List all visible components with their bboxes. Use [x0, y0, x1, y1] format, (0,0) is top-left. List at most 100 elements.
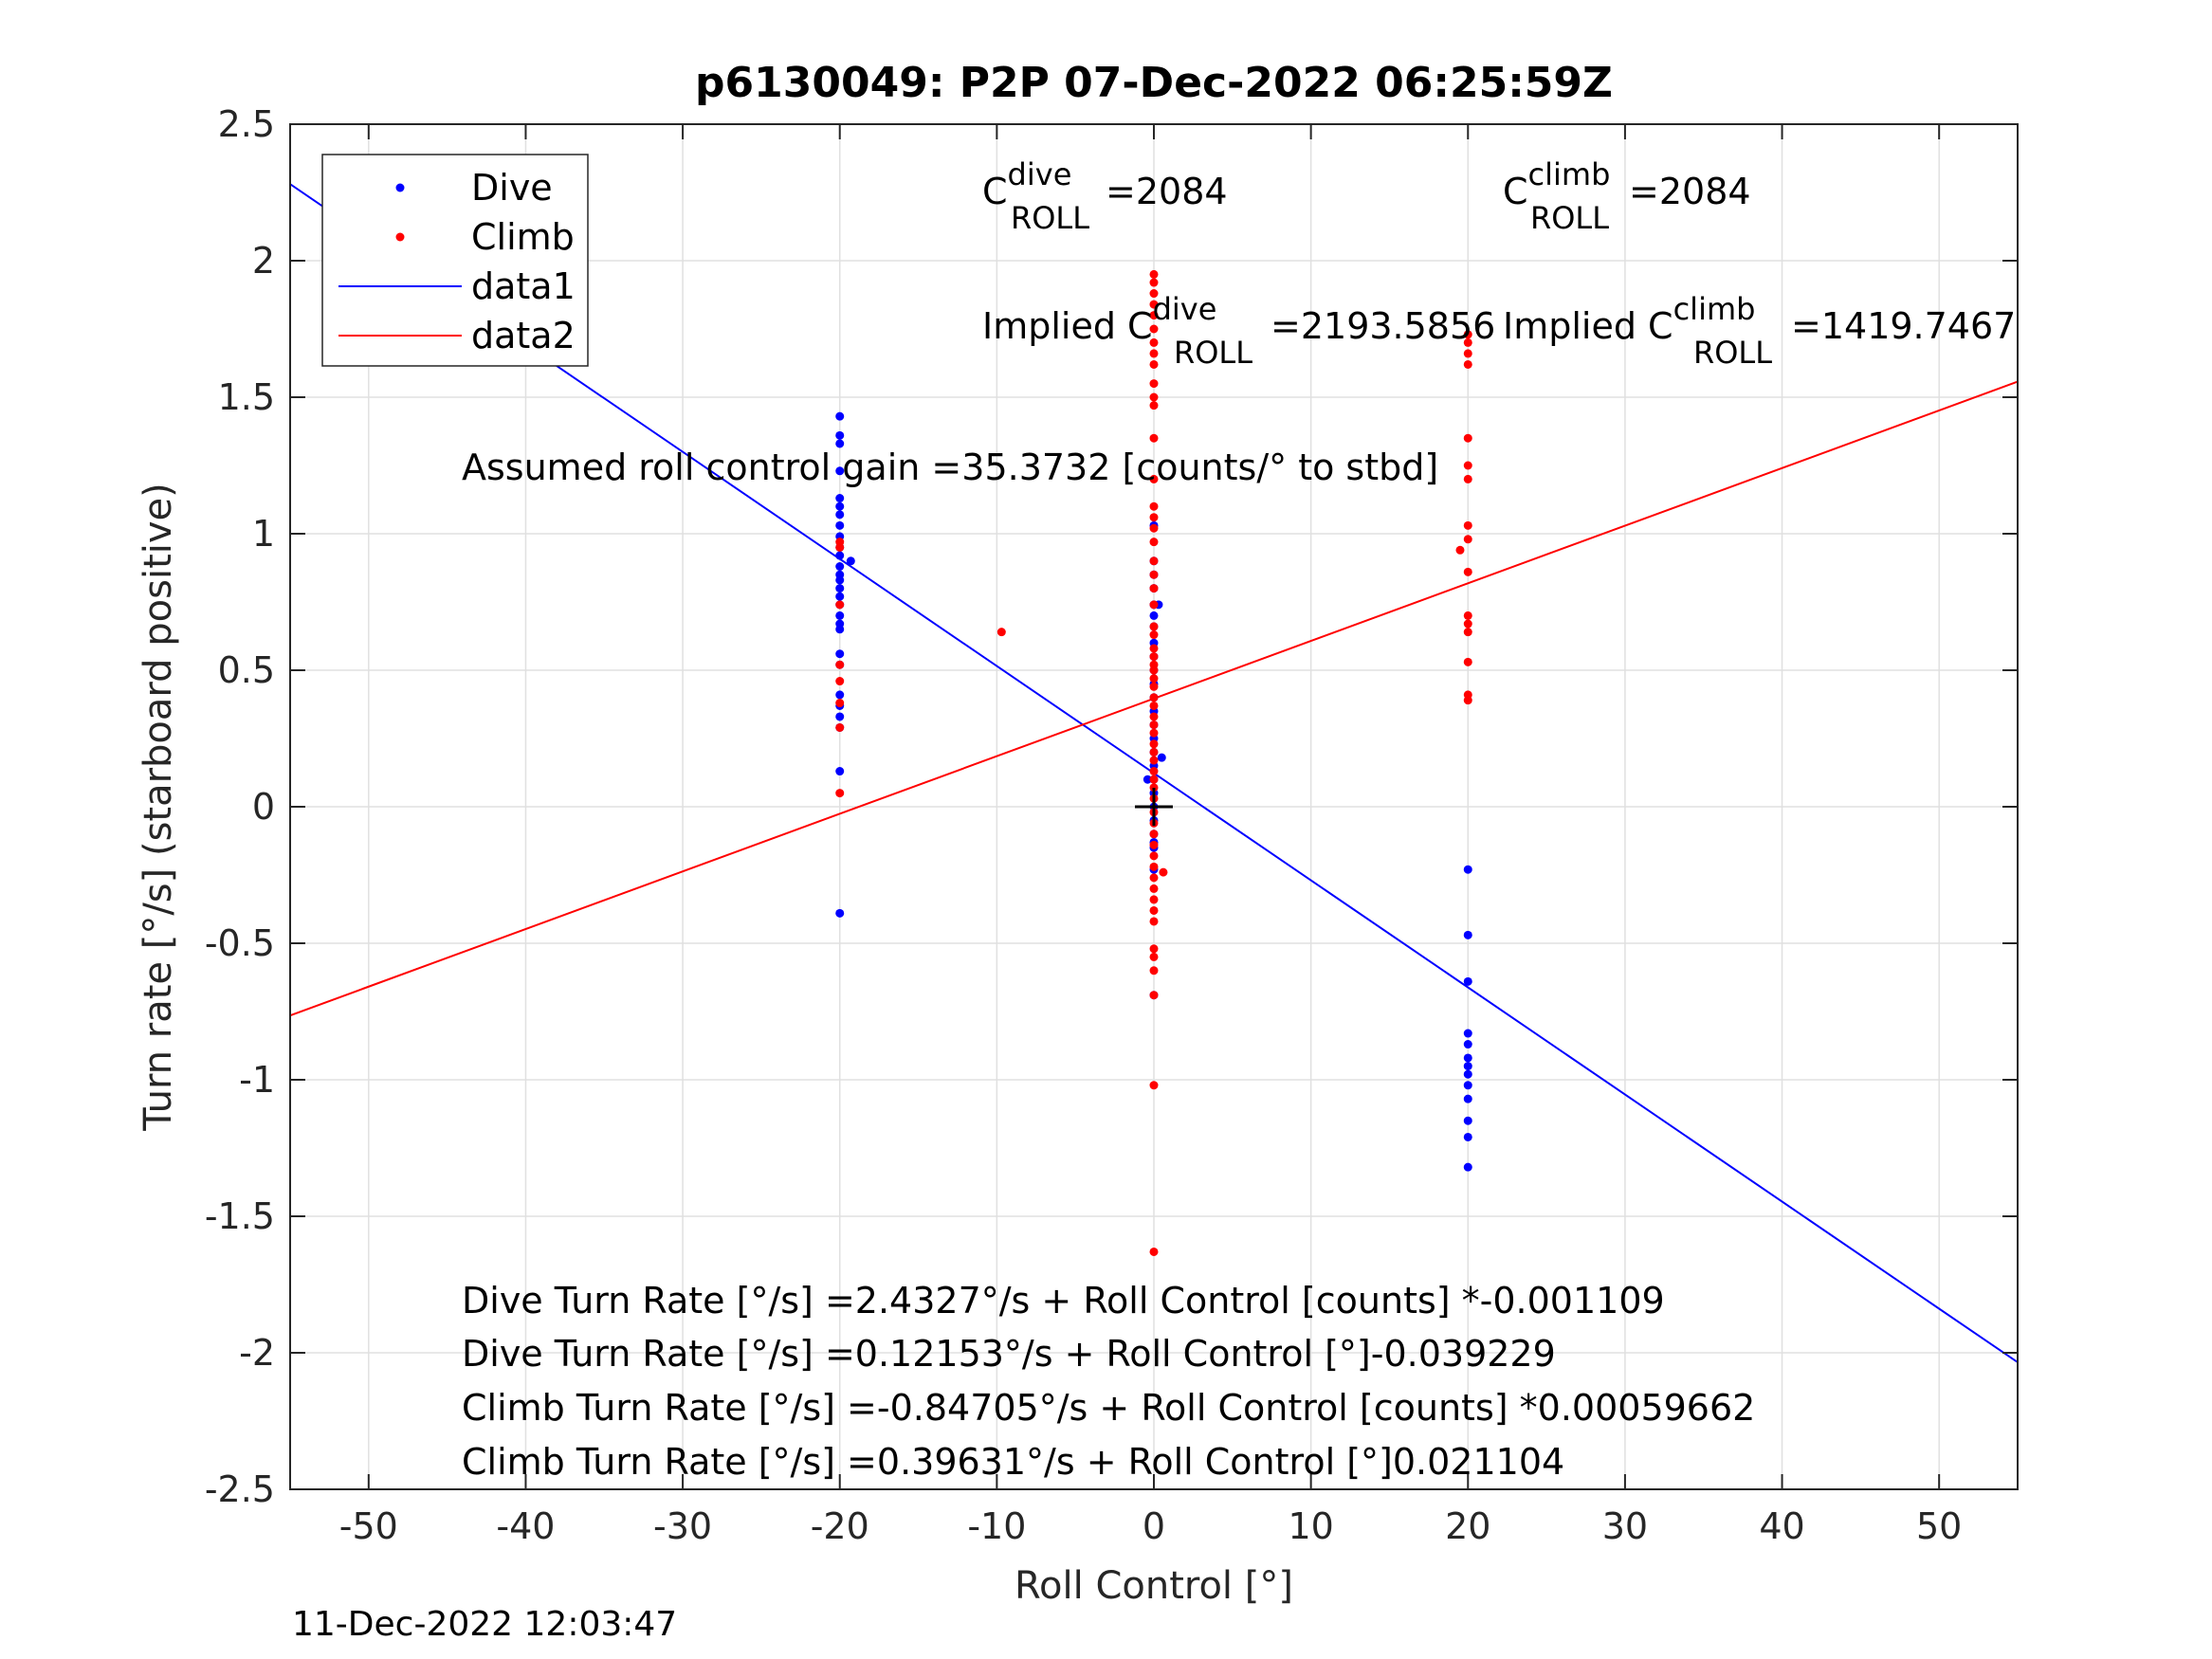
point-dive [1463, 1162, 1472, 1172]
point-dive [835, 767, 845, 776]
y-tick-label: -1 [239, 1059, 275, 1101]
point-climb [1463, 520, 1472, 530]
point-climb [1149, 433, 1159, 443]
point-dive [835, 501, 845, 511]
legend: Dive Climb data1 data2 [321, 154, 589, 367]
annotation-c-roll-dive: Cdive ROLL =2084 [982, 156, 1228, 236]
point-climb [1149, 952, 1159, 961]
y-tick-label: 0.5 [218, 649, 275, 691]
point-climb [1149, 269, 1159, 279]
point-dive [846, 556, 855, 566]
x-tick-label: 50 [1916, 1505, 1962, 1547]
point-dive [835, 592, 845, 601]
point-climb [1149, 767, 1159, 776]
point-climb [1149, 830, 1159, 839]
point-climb [1149, 905, 1159, 915]
point-climb [1149, 523, 1159, 533]
point-climb [1149, 873, 1159, 883]
y-tick-label: 0 [252, 786, 275, 828]
implied-dive-sub: ROLL [1174, 335, 1252, 371]
point-climb [1149, 401, 1159, 410]
point-dive [1463, 930, 1472, 939]
point-climb [1149, 720, 1159, 730]
point-climb [1455, 545, 1465, 555]
x-tick-label: 0 [1143, 1505, 1165, 1547]
point-climb [1149, 682, 1159, 691]
point-climb [1149, 862, 1159, 871]
x-tick-label: -30 [653, 1505, 712, 1547]
x-tick-labels: -50 -40 -30 -20 -10 0 10 20 30 40 50 [339, 1505, 1963, 1547]
point-climb [1149, 991, 1159, 1000]
point-dive [835, 520, 845, 530]
point-dive [1463, 1069, 1472, 1079]
point-climb [1149, 513, 1159, 522]
point-climb [1463, 461, 1472, 470]
c-roll-dive-value: =2084 [1106, 171, 1228, 212]
point-climb [1149, 538, 1159, 547]
point-dive [835, 466, 845, 476]
x-tick-label: -20 [811, 1505, 869, 1547]
annotation-eq3: Climb Turn Rate [°/s] =-0.84705°/s + Rol… [462, 1387, 1755, 1429]
point-climb [1149, 652, 1159, 662]
point-climb [1149, 570, 1159, 579]
point-climb [1463, 474, 1472, 483]
y-tick-label: -2.5 [205, 1468, 275, 1510]
legend-label-data1: data1 [471, 265, 576, 307]
point-climb [1149, 630, 1159, 640]
point-climb [1149, 747, 1159, 757]
point-climb [1149, 278, 1159, 287]
point-climb [1463, 337, 1472, 347]
point-climb [1149, 674, 1159, 684]
legend-label-climb: Climb [471, 216, 575, 258]
point-climb [1149, 311, 1159, 320]
y-axis-label: Turn rate [°/s] (starboard positive) [137, 483, 180, 1132]
point-climb [1463, 567, 1472, 576]
x-tick-label: 10 [1288, 1505, 1333, 1547]
point-dive [1463, 1062, 1472, 1071]
c-roll-climb-base: C [1503, 171, 1528, 212]
point-climb [1149, 379, 1159, 389]
point-climb [835, 699, 845, 708]
point-dive [835, 510, 845, 520]
point-climb [1149, 289, 1159, 299]
point-dive [1463, 976, 1472, 986]
point-climb [1149, 584, 1159, 593]
point-climb [1149, 324, 1159, 334]
c-roll-climb-sub: ROLL [1530, 200, 1609, 236]
legend-label-dive: Dive [471, 167, 553, 209]
point-dive [1157, 753, 1166, 762]
point-dive [1463, 1094, 1472, 1103]
point-climb [1463, 433, 1472, 443]
scatter-points [835, 269, 1472, 1256]
annotation-eq4: Climb Turn Rate [°/s] =0.39631°/s + Roll… [462, 1441, 1564, 1483]
y-tick-label: -2 [239, 1332, 275, 1374]
annotation-implied-climb: Implied Cclimb ROLL =1419.7467 [1503, 291, 2016, 371]
annotation-gain: Assumed roll control gain =35.3732 [coun… [462, 447, 1438, 488]
x-tick-label: -10 [967, 1505, 1026, 1547]
point-dive [835, 712, 845, 721]
point-climb [1149, 756, 1159, 765]
point-climb [1149, 622, 1159, 631]
point-climb [1149, 665, 1159, 675]
legend-label-data2: data2 [471, 315, 576, 356]
point-climb [1149, 944, 1159, 954]
timestamp: 11-Dec-2022 12:03:47 [292, 1605, 678, 1644]
point-climb [835, 722, 845, 732]
c-roll-dive-sup: dive [1008, 156, 1072, 192]
legend-marker-climb [395, 232, 405, 242]
point-climb [1149, 851, 1159, 861]
implied-dive-value: =2193.5856 [1271, 305, 1495, 347]
legend-marker-dive [395, 183, 405, 192]
point-dive [1463, 1132, 1472, 1141]
x-tick-label: -40 [496, 1505, 555, 1547]
point-dive [835, 690, 845, 700]
y-tick-label: 1 [252, 513, 275, 555]
point-climb [835, 789, 845, 798]
point-climb [1463, 349, 1472, 358]
point-climb [1149, 966, 1159, 975]
point-dive [1463, 1040, 1472, 1049]
point-climb [1149, 1081, 1159, 1090]
point-dive [1463, 1053, 1472, 1063]
x-tick-label: 40 [1759, 1505, 1804, 1547]
